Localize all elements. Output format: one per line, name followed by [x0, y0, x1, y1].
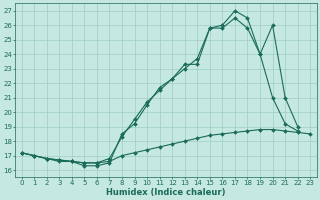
X-axis label: Humidex (Indice chaleur): Humidex (Indice chaleur)	[106, 188, 226, 197]
